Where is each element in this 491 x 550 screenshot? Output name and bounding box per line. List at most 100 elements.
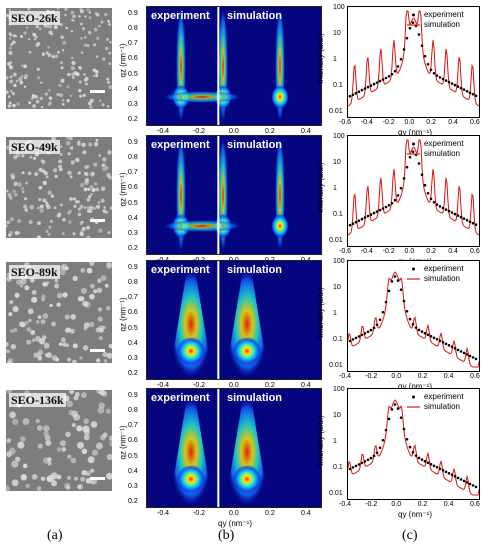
experiment-point bbox=[357, 90, 361, 93]
experiment-point bbox=[417, 456, 421, 460]
experiment-title: experiment bbox=[151, 139, 210, 151]
simulation-curve bbox=[347, 271, 480, 368]
map-y-tick: 0.5 bbox=[128, 324, 138, 332]
map-x-tick: 0.0 bbox=[229, 382, 239, 389]
experiment-point bbox=[399, 57, 403, 61]
experiment-point bbox=[429, 197, 433, 201]
experiment-point bbox=[438, 205, 442, 208]
experiment-point bbox=[441, 341, 445, 344]
map-y-tick: 0.8 bbox=[128, 407, 138, 415]
experiment-point bbox=[390, 408, 394, 411]
experiment-point bbox=[465, 353, 469, 356]
experiment-point bbox=[381, 438, 385, 442]
map-y-tick: 0.2 bbox=[128, 245, 138, 252]
experiment-point bbox=[402, 177, 406, 180]
experiment-point bbox=[375, 81, 379, 84]
experiment-point bbox=[372, 211, 376, 215]
experiment-point bbox=[351, 93, 355, 96]
experiment-point bbox=[444, 208, 448, 211]
map-y-tick: 0.3 bbox=[128, 482, 138, 490]
simulation-title: simulation bbox=[227, 10, 283, 22]
map-y-tick: 0.8 bbox=[128, 25, 138, 33]
map-x-tick: 0.0 bbox=[229, 128, 239, 135]
plot-x-tick: -0.2 bbox=[382, 248, 395, 255]
experiment-point bbox=[357, 335, 361, 338]
map-y-tick: 0.5 bbox=[128, 199, 138, 207]
experiment-point bbox=[396, 279, 400, 282]
map-y-tick: 0.8 bbox=[128, 279, 138, 287]
plot-x-tick: 0.0 bbox=[404, 248, 415, 255]
map-intensity bbox=[162, 7, 289, 125]
plot-y-tick: 0.01 bbox=[329, 108, 343, 115]
sample-label: SEO-89k bbox=[9, 265, 60, 279]
experiment-point bbox=[468, 354, 472, 358]
experiment-point bbox=[426, 63, 430, 66]
experiment-point bbox=[432, 336, 436, 340]
experiment-point bbox=[456, 476, 460, 480]
experiment-point bbox=[348, 467, 352, 471]
plot-y-label: Intensity (a.u.) bbox=[315, 287, 325, 338]
plot-y-label: Intensity (a.u.) bbox=[315, 415, 325, 466]
plot-x-tick: -0.2 bbox=[365, 501, 378, 508]
scattering-map: experiment simulation bbox=[146, 6, 322, 126]
experiment-point bbox=[456, 348, 460, 352]
simulation-title: simulation bbox=[227, 392, 283, 404]
experiment-point bbox=[450, 82, 454, 85]
simulation-title: simulation bbox=[227, 139, 283, 151]
experiment-point bbox=[402, 299, 406, 303]
experiment-point bbox=[462, 217, 466, 220]
plot-y-tick: 100 bbox=[333, 258, 345, 265]
experiment-title: experiment bbox=[151, 264, 210, 276]
experiment-point bbox=[384, 428, 388, 432]
legend-experiment-marker bbox=[412, 13, 415, 17]
experiment-point bbox=[420, 330, 424, 333]
experiment-point bbox=[426, 192, 430, 195]
experiment-point bbox=[357, 219, 361, 222]
plot-x-tick: 0.4 bbox=[443, 373, 454, 380]
experiment-point bbox=[408, 445, 412, 449]
map-y-tick: 0.2 bbox=[128, 116, 138, 123]
plot-y-tick: 1 bbox=[333, 56, 337, 63]
experiment-point bbox=[351, 466, 355, 469]
experiment-point bbox=[468, 220, 472, 223]
plot-x-tick: -0.2 bbox=[365, 373, 378, 380]
experiment-point bbox=[417, 33, 421, 36]
experiment-point bbox=[441, 469, 445, 472]
simulation-curve bbox=[347, 10, 480, 107]
experiment-point bbox=[405, 165, 409, 169]
scale-bar bbox=[90, 349, 105, 352]
experiment-point bbox=[366, 330, 370, 334]
experiment-point bbox=[408, 317, 412, 321]
experiment-point bbox=[471, 484, 475, 487]
plot-curves bbox=[347, 139, 480, 236]
plot-x-tick: 0.6 bbox=[470, 248, 480, 255]
experiment-point bbox=[471, 92, 475, 96]
plot-curves bbox=[347, 267, 480, 368]
experiment-point bbox=[441, 77, 445, 81]
experiment-point bbox=[465, 481, 469, 484]
plot-x-tick: 0.4 bbox=[448, 119, 458, 126]
legend-experiment-marker bbox=[412, 142, 415, 146]
plot-y-label: Intensity (a.u.) bbox=[315, 33, 325, 84]
experiment-point bbox=[456, 85, 460, 88]
experiment-point bbox=[453, 212, 457, 216]
experiment-point bbox=[348, 94, 352, 98]
experiment-point bbox=[405, 36, 409, 40]
map-y-tick: 0.4 bbox=[128, 85, 138, 93]
plot-x-label: qy (nm⁻¹) bbox=[398, 128, 432, 137]
experiment-point bbox=[453, 347, 457, 350]
experiment-point bbox=[423, 54, 427, 58]
experiment-point bbox=[378, 208, 382, 212]
map-x-tick: -0.2 bbox=[193, 510, 206, 517]
experiment-point bbox=[417, 162, 421, 165]
plot-y-tick: 0.1 bbox=[333, 336, 343, 343]
plot-x-tick: 0.2 bbox=[417, 501, 428, 508]
experiment-point bbox=[444, 79, 448, 82]
experiment-point bbox=[411, 323, 415, 326]
experiment-point bbox=[396, 407, 400, 410]
plot-curves bbox=[347, 395, 480, 496]
map-y-tick: 0.3 bbox=[128, 100, 138, 108]
experiment-point bbox=[369, 213, 373, 216]
experiment-point bbox=[462, 479, 466, 483]
experiment-point bbox=[348, 223, 352, 227]
